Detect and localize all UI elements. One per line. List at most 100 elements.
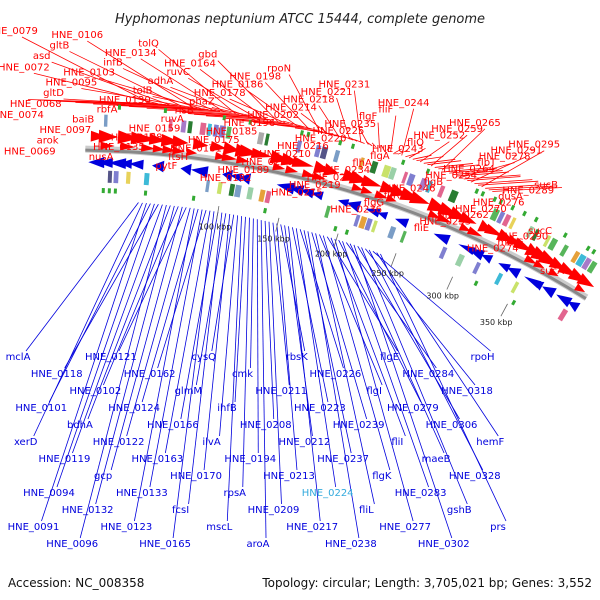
feature-block xyxy=(228,183,236,197)
reverse-gene-arrow xyxy=(299,188,315,199)
gene-label: HNE_0119 xyxy=(39,454,91,465)
feature-block xyxy=(557,308,569,322)
gene-connector-line xyxy=(423,158,456,164)
reverse-gene-arrow xyxy=(458,244,476,255)
gene-connector-line xyxy=(372,250,491,352)
gene-label: flgE xyxy=(380,352,399,363)
feature-block xyxy=(353,214,361,227)
gene-label: HNE_0218 xyxy=(283,95,335,106)
gene-connector-line xyxy=(295,228,337,488)
feature-bands xyxy=(101,104,598,322)
gene-label: HNE_0196 xyxy=(223,118,275,129)
gene-connector-line xyxy=(368,249,484,471)
feature-block xyxy=(364,217,373,231)
gene-connector-line xyxy=(318,105,339,137)
gene-label: HNE_0252 xyxy=(413,131,465,142)
feature-marker xyxy=(248,119,253,125)
gene-label: HNE_0095 xyxy=(45,78,97,89)
forward-gene-arrow xyxy=(272,162,286,171)
gene-connector-line xyxy=(481,150,545,188)
gene-connector-line xyxy=(99,77,201,109)
gene-label: HNE_0274 xyxy=(467,244,519,255)
gene-connector-line xyxy=(95,205,175,505)
feature-marker xyxy=(591,248,597,255)
reverse-gene-arrow xyxy=(108,158,127,169)
forward-gene-arrow xyxy=(574,283,586,293)
gene-connector-line xyxy=(348,136,358,142)
gene-label: HNE_0278 xyxy=(479,152,531,163)
gene-connector-line xyxy=(146,107,228,113)
gene-connector-line xyxy=(322,235,391,471)
gene-connector-line xyxy=(33,72,159,105)
forward-gene-arrow xyxy=(301,169,315,178)
gene-connector-line xyxy=(164,210,211,454)
gene-connector-line xyxy=(283,120,316,131)
gene-label: HNE_0223 xyxy=(294,403,346,414)
reverse-gene-arrow xyxy=(151,160,165,173)
feature-marker xyxy=(492,196,498,203)
gene-label: rlsB xyxy=(175,105,194,116)
feature-block xyxy=(531,228,540,242)
feature-marker xyxy=(263,207,268,214)
feature-block xyxy=(581,257,592,271)
gene-label: ihfB xyxy=(217,403,237,414)
feature-block xyxy=(494,272,504,286)
gene-connector-line xyxy=(234,216,246,403)
feature-marker xyxy=(143,190,148,196)
gene-connector-line xyxy=(172,211,215,539)
reverse-gene-arrow xyxy=(119,159,133,169)
gene-connector-line xyxy=(203,213,231,471)
feature-block xyxy=(212,124,219,137)
feature-marker xyxy=(113,188,117,194)
gene-connector-line xyxy=(434,163,474,168)
gene-connector-line xyxy=(334,238,414,522)
gene-label: HNE_0209 xyxy=(248,505,300,516)
gene-label: rpoH xyxy=(470,352,494,363)
reverse-gene-arrow xyxy=(222,170,234,182)
gene-label: HNE_0214 xyxy=(265,102,317,113)
feature-block xyxy=(381,164,392,179)
gene-label: mclA xyxy=(6,352,31,363)
forward-gene-arrow xyxy=(547,267,559,277)
gene-label: HNE_0124 xyxy=(108,403,160,414)
gene-label: HNE_0164 xyxy=(164,58,216,69)
gene-label: HNE_0170 xyxy=(170,471,222,482)
gene-label: infB xyxy=(103,57,123,68)
gene-label: HNE_0072 xyxy=(0,62,50,73)
forward-gene-arrow xyxy=(311,171,326,180)
gene-connector-line xyxy=(430,134,468,167)
gene-connector-line xyxy=(463,174,521,180)
gene-connector-line xyxy=(365,141,373,147)
gene-label: hemF xyxy=(476,437,504,448)
feature-block xyxy=(501,213,512,227)
gene-label: flgF xyxy=(359,112,378,123)
gene-connector-line xyxy=(345,242,437,369)
forward-gene-arrow xyxy=(408,191,430,205)
gene-label: nusA xyxy=(89,152,114,163)
gene-connector-line xyxy=(170,86,244,116)
gene-label: HNE_0200 xyxy=(241,157,293,168)
feature-marker xyxy=(344,229,350,236)
gene-label: HNE_0239 xyxy=(333,420,385,431)
forward-gene-arrow xyxy=(148,133,167,145)
gene-label: flbT xyxy=(477,158,497,169)
reverse-gene-arrow xyxy=(239,173,252,185)
gene-label: HNE_0135 xyxy=(93,142,145,153)
gene-label: HNE_0237 xyxy=(317,454,369,465)
feature-block xyxy=(218,125,226,139)
genome-backbone xyxy=(85,145,589,301)
gene-label: HNE_0186 xyxy=(212,80,264,91)
forward-gene-arrow xyxy=(466,226,483,237)
gene-connector-line xyxy=(303,230,352,454)
forward-gene-arrow xyxy=(172,146,185,155)
gene-label: HNE_0122 xyxy=(93,437,145,448)
feature-block xyxy=(107,170,113,183)
gene-label: HNE_0069 xyxy=(4,147,56,158)
reverse-gene-arrow xyxy=(88,157,105,169)
forward-gene-arrow xyxy=(523,254,537,264)
gene-label: fliQ xyxy=(407,137,424,148)
feature-block xyxy=(454,253,465,267)
gene-connector-line xyxy=(299,229,344,369)
feature-marker xyxy=(306,131,311,138)
gene-connector-line xyxy=(140,58,225,113)
